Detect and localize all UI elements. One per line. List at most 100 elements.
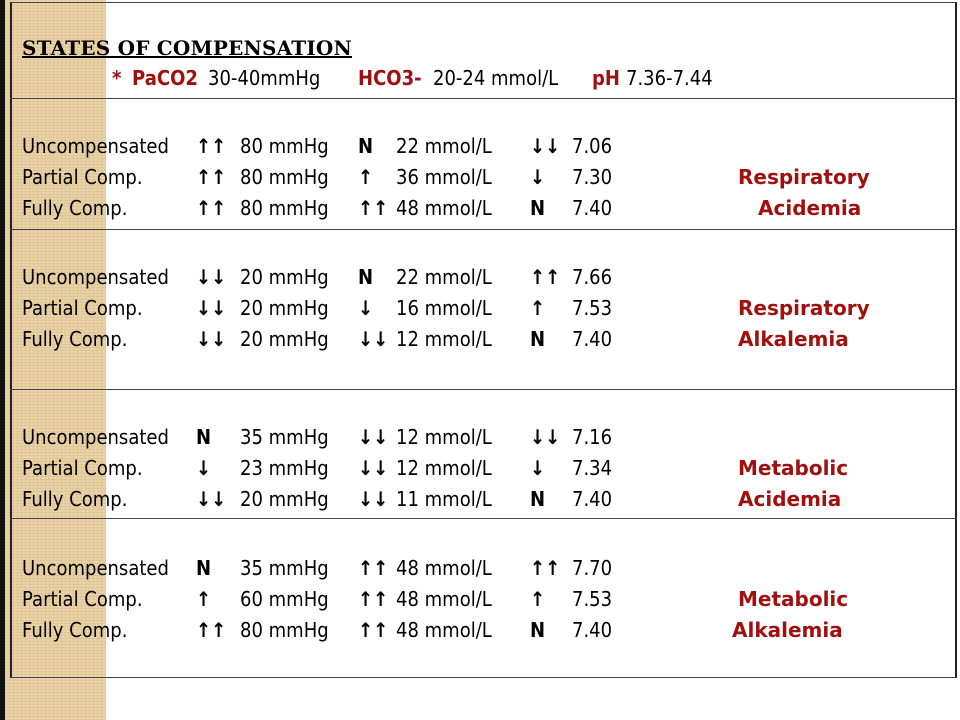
paco2-arrow-cell: ↑↑ (196, 165, 227, 189)
ph-value-cell: 7.66 (572, 265, 613, 289)
hco3-reference-label: HCO3- (358, 66, 422, 90)
state-cell: Fully Comp. (22, 618, 128, 642)
paco2-value-cell: 20 mmHg (240, 327, 329, 351)
hco3-arrow-cell: ↓ (358, 296, 374, 320)
ph-value-cell: 7.53 (572, 587, 613, 611)
divider (10, 98, 957, 99)
content-panel (10, 2, 957, 678)
state-cell: Partial Comp. (22, 296, 143, 320)
ph-arrow-cell: N (530, 618, 546, 642)
paco2-value-cell: 35 mmHg (240, 556, 329, 580)
hco3-arrow-cell: N (358, 134, 374, 158)
section-label: Metabolic (738, 587, 849, 611)
paco2-arrow-cell: ↑↑ (196, 134, 227, 158)
section-label: Respiratory (738, 165, 870, 189)
hco3-value-cell: 36 mmol/L (396, 165, 492, 189)
paco2-value-cell: 20 mmHg (240, 296, 329, 320)
paco2-arrow-cell: N (196, 556, 212, 580)
state-cell: Fully Comp. (22, 196, 128, 220)
paco2-arrow-cell: ↓↓ (196, 327, 227, 351)
reference-star: * (112, 66, 122, 90)
paco2-arrow-cell: ↑ (196, 587, 212, 611)
hco3-arrow-cell: ↑ (358, 165, 374, 189)
ph-value-cell: 7.30 (572, 165, 613, 189)
divider (10, 389, 957, 390)
state-cell: Uncompensated (22, 265, 169, 289)
hco3-arrow-cell: ↑↑ (358, 618, 389, 642)
section-label: Alkalemia (738, 327, 849, 351)
ph-arrow-cell: N (530, 487, 546, 511)
ph-arrow-cell: ↑ (530, 587, 546, 611)
paco2-value-cell: 20 mmHg (240, 265, 329, 289)
hco3-arrow-cell: N (358, 265, 374, 289)
page-title: STATES OF COMPENSATION (22, 36, 353, 60)
paco2-arrow-cell: ↑↑ (196, 196, 227, 220)
state-cell: Uncompensated (22, 134, 169, 158)
state-cell: Partial Comp. (22, 456, 143, 480)
hco3-value-cell: 48 mmol/L (396, 618, 492, 642)
ph-reference-range: 7.36-7.44 (626, 66, 713, 90)
paco2-value-cell: 20 mmHg (240, 487, 329, 511)
state-cell: Uncompensated (22, 425, 169, 449)
paco2-arrow-cell: ↓ (196, 456, 212, 480)
hco3-arrow-cell: ↓↓ (358, 425, 389, 449)
hco3-value-cell: 16 mmol/L (396, 296, 492, 320)
ph-value-cell: 7.40 (572, 618, 613, 642)
hco3-value-cell: 48 mmol/L (396, 196, 492, 220)
ph-value-cell: 7.53 (572, 296, 613, 320)
paco2-arrow-cell: N (196, 425, 212, 449)
paco2-reference-label: PaCO2 (132, 66, 198, 90)
ph-value-cell: 7.34 (572, 456, 613, 480)
hco3-arrow-cell: ↓↓ (358, 327, 389, 351)
paco2-value-cell: 23 mmHg (240, 456, 329, 480)
hco3-reference-range: 20-24 mmol/L (433, 66, 559, 90)
divider (10, 518, 957, 519)
left-edge-bar (0, 0, 5, 720)
ph-value-cell: 7.70 (572, 556, 613, 580)
paco2-value-cell: 60 mmHg (240, 587, 329, 611)
hco3-value-cell: 48 mmol/L (396, 587, 492, 611)
paco2-arrow-cell: ↓↓ (196, 265, 227, 289)
decorative-side-strip (5, 0, 106, 720)
paco2-arrow-cell: ↓↓ (196, 487, 227, 511)
hco3-arrow-cell: ↓↓ (358, 456, 389, 480)
ph-arrow-cell: ↓ (530, 165, 546, 189)
paco2-arrow-cell: ↑↑ (196, 618, 227, 642)
ph-arrow-cell: ↑↑ (530, 556, 561, 580)
hco3-arrow-cell: ↑↑ (358, 587, 389, 611)
ph-arrow-cell: ↓ (530, 456, 546, 480)
hco3-value-cell: 48 mmol/L (396, 556, 492, 580)
hco3-value-cell: 22 mmol/L (396, 265, 492, 289)
state-cell: Uncompensated (22, 556, 169, 580)
hco3-arrow-cell: ↓↓ (358, 487, 389, 511)
ph-arrow-cell: ↑ (530, 296, 546, 320)
hco3-value-cell: 11 mmol/L (396, 487, 492, 511)
paco2-value-cell: 80 mmHg (240, 165, 329, 189)
hco3-value-cell: 12 mmol/L (396, 456, 492, 480)
hco3-arrow-cell: ↑↑ (358, 556, 389, 580)
ph-value-cell: 7.06 (572, 134, 613, 158)
hco3-arrow-cell: ↑↑ (358, 196, 389, 220)
ph-value-cell: 7.40 (572, 196, 613, 220)
ph-arrow-cell: ↓↓ (530, 134, 561, 158)
section-label: Acidemia (758, 196, 862, 220)
section-label: Acidemia (738, 487, 842, 511)
ph-arrow-cell: N (530, 327, 546, 351)
paco2-value-cell: 35 mmHg (240, 425, 329, 449)
section-label: Respiratory (738, 296, 870, 320)
hco3-value-cell: 22 mmol/L (396, 134, 492, 158)
hco3-value-cell: 12 mmol/L (396, 425, 492, 449)
ph-reference-label: pH (592, 66, 620, 90)
ph-value-cell: 7.40 (572, 327, 613, 351)
paco2-value-cell: 80 mmHg (240, 618, 329, 642)
ph-arrow-cell: ↑↑ (530, 265, 561, 289)
ph-value-cell: 7.40 (572, 487, 613, 511)
ph-value-cell: 7.16 (572, 425, 613, 449)
state-cell: Partial Comp. (22, 587, 143, 611)
ph-arrow-cell: N (530, 196, 546, 220)
section-label: Alkalemia (732, 618, 843, 642)
state-cell: Partial Comp. (22, 165, 143, 189)
paco2-value-cell: 80 mmHg (240, 134, 329, 158)
state-cell: Fully Comp. (22, 327, 128, 351)
paco2-value-cell: 80 mmHg (240, 196, 329, 220)
